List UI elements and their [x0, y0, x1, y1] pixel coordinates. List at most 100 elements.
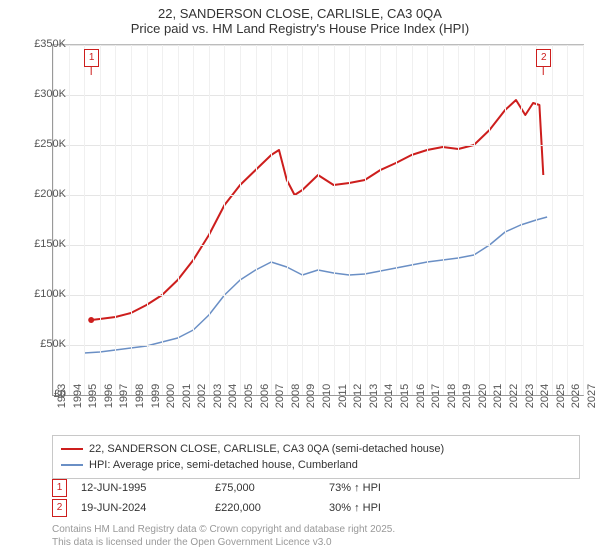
y-axis-label: £350K — [20, 38, 66, 50]
x-axis-label: 2026 — [570, 384, 582, 408]
legend-row: HPI: Average price, semi-detached house,… — [61, 457, 571, 473]
y-axis-label: £250K — [20, 138, 66, 150]
x-axis-label: 2020 — [477, 384, 489, 408]
y-axis-label: £300K — [20, 88, 66, 100]
title-line1: 22, SANDERSON CLOSE, CARLISLE, CA3 0QA — [0, 0, 600, 21]
transaction-table: 1 12-JUN-1995 £75,000 73% ↑ HPI 2 19-JUN-2024… — [52, 478, 580, 518]
gridline-v — [131, 45, 132, 395]
gridline-v — [396, 45, 397, 395]
transaction-pct: 73% ↑ HPI — [329, 482, 449, 494]
x-axis-label: 2006 — [259, 384, 271, 408]
gridline-v — [334, 45, 335, 395]
x-axis-label: 2019 — [461, 384, 473, 408]
gridline-v — [271, 45, 272, 395]
gridline-v — [84, 45, 85, 395]
x-axis-label: 2010 — [321, 384, 333, 408]
transaction-row: 2 19-JUN-2024 £220,000 30% ↑ HPI — [52, 498, 580, 518]
x-axis-label: 2015 — [399, 384, 411, 408]
gridline-v — [567, 45, 568, 395]
x-axis-label: 2013 — [368, 384, 380, 408]
gridline-v — [505, 45, 506, 395]
attribution-line2: This data is licensed under the Open Gov… — [52, 537, 580, 550]
attribution-text: Contains HM Land Registry data © Crown c… — [52, 524, 580, 549]
gridline-v — [427, 45, 428, 395]
x-axis-label: 2023 — [524, 384, 536, 408]
gridline-v — [256, 45, 257, 395]
gridline-v — [474, 45, 475, 395]
chart-container: 22, SANDERSON CLOSE, CARLISLE, CA3 0QA P… — [0, 0, 600, 560]
gridline-v — [178, 45, 179, 395]
gridline-v — [521, 45, 522, 395]
transaction-marker: 1 — [52, 479, 67, 497]
x-axis-label: 2027 — [586, 384, 598, 408]
x-axis-label: 2004 — [227, 384, 239, 408]
gridline-v — [147, 45, 148, 395]
gridline-v — [583, 45, 584, 395]
x-axis-label: 2005 — [243, 384, 255, 408]
x-axis-label: 2008 — [290, 384, 302, 408]
x-axis-label: 2003 — [212, 384, 224, 408]
x-axis-label: 2001 — [181, 384, 193, 408]
gridline-v — [349, 45, 350, 395]
x-axis-label: 2009 — [305, 384, 317, 408]
gridline-v — [100, 45, 101, 395]
y-axis-label: £200K — [20, 188, 66, 200]
x-axis-label: 1998 — [134, 384, 146, 408]
attribution-line1: Contains HM Land Registry data © Crown c… — [52, 524, 580, 537]
gridline-v — [412, 45, 413, 395]
x-axis-label: 2024 — [539, 384, 551, 408]
gridline-v — [69, 45, 70, 395]
x-axis-label: 1995 — [87, 384, 99, 408]
x-axis-label: 2025 — [555, 384, 567, 408]
gridline-v — [552, 45, 553, 395]
gridline-v — [193, 45, 194, 395]
x-axis-label: 2000 — [165, 384, 177, 408]
series-start-dot — [88, 317, 94, 323]
title-line2: Price paid vs. HM Land Registry's House … — [0, 21, 600, 40]
transaction-date: 12-JUN-1995 — [81, 482, 201, 494]
x-axis-label: 1994 — [72, 384, 84, 408]
x-axis-label: 1997 — [118, 384, 130, 408]
x-axis-label: 2011 — [337, 384, 349, 408]
x-axis-label: 2012 — [352, 384, 364, 408]
transaction-price: £75,000 — [215, 482, 315, 494]
gridline-v — [489, 45, 490, 395]
x-axis-label: 2007 — [274, 384, 286, 408]
gridline-v — [209, 45, 210, 395]
gridline-v — [318, 45, 319, 395]
gridline-v — [287, 45, 288, 395]
legend-row: 22, SANDERSON CLOSE, CARLISLE, CA3 0QA (… — [61, 441, 571, 457]
transaction-pct: 30% ↑ HPI — [329, 502, 449, 514]
gridline-v — [365, 45, 366, 395]
transaction-marker: 2 — [52, 499, 67, 517]
legend-box: 22, SANDERSON CLOSE, CARLISLE, CA3 0QA (… — [52, 435, 580, 479]
gridline-v — [302, 45, 303, 395]
x-axis-label: 2002 — [196, 384, 208, 408]
x-axis-label: 1993 — [56, 384, 68, 408]
gridline-v — [240, 45, 241, 395]
chart-plot-area: 12 — [52, 44, 584, 396]
legend-swatch — [61, 464, 83, 466]
x-axis-label: 2014 — [383, 384, 395, 408]
gridline-v — [536, 45, 537, 395]
gridline-v — [458, 45, 459, 395]
transaction-date: 19-JUN-2024 — [81, 502, 201, 514]
transaction-price: £220,000 — [215, 502, 315, 514]
x-axis-label: 2017 — [430, 384, 442, 408]
legend-label: HPI: Average price, semi-detached house,… — [89, 459, 358, 471]
x-axis-label: 2016 — [415, 384, 427, 408]
x-axis-label: 1999 — [150, 384, 162, 408]
y-axis-label: £150K — [20, 238, 66, 250]
gridline-v — [115, 45, 116, 395]
y-axis-label: £50K — [20, 338, 66, 350]
x-axis-label: 1996 — [103, 384, 115, 408]
transaction-row: 1 12-JUN-1995 £75,000 73% ↑ HPI — [52, 478, 580, 498]
gridline-v — [162, 45, 163, 395]
gridline-v — [380, 45, 381, 395]
gridline-v — [443, 45, 444, 395]
chart-marker: 2 — [536, 49, 551, 67]
legend-label: 22, SANDERSON CLOSE, CARLISLE, CA3 0QA (… — [89, 443, 444, 455]
x-axis-label: 2021 — [492, 384, 504, 408]
series-line — [84, 217, 547, 353]
chart-marker: 1 — [84, 49, 99, 67]
